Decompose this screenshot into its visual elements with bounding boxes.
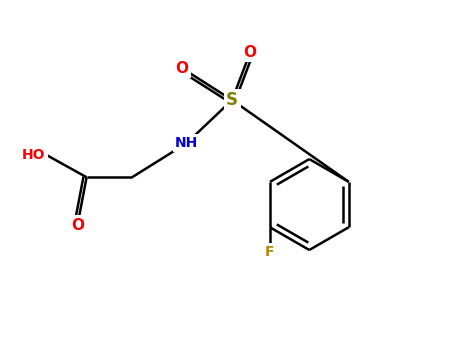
Text: F: F: [265, 245, 275, 259]
Text: S: S: [226, 91, 238, 109]
Text: HO: HO: [22, 148, 46, 162]
Text: NH: NH: [175, 136, 198, 150]
Text: O: O: [244, 45, 257, 60]
Text: O: O: [71, 217, 84, 232]
Text: O: O: [176, 61, 188, 76]
